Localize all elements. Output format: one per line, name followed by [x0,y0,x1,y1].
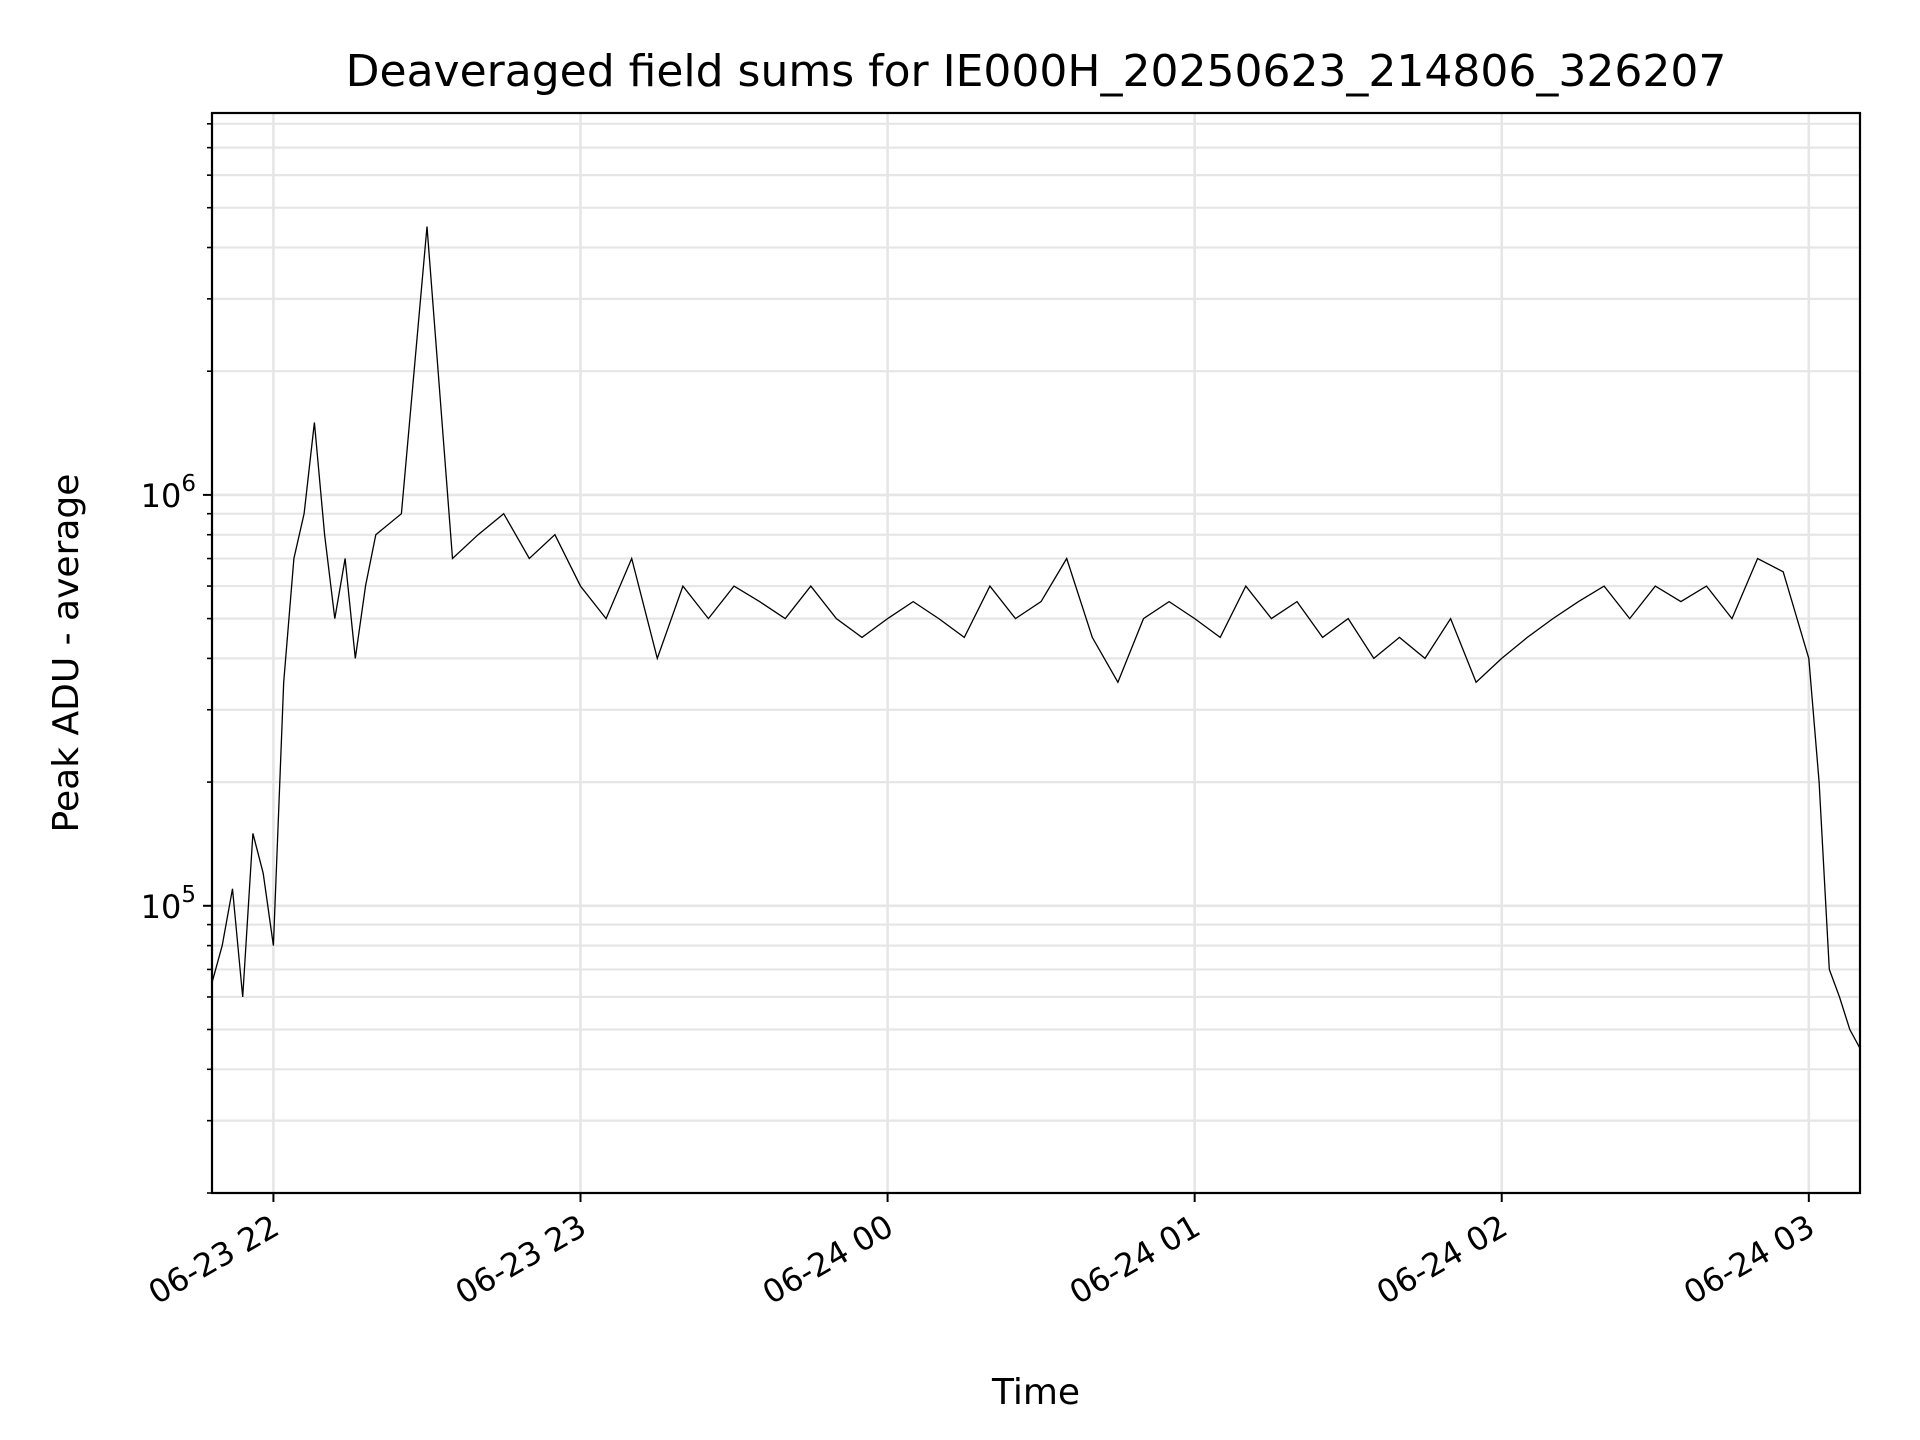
y-axis-label: Peak ADU - average [46,474,87,833]
grid [212,113,1860,1195]
y-tick-label: 105 [141,882,196,926]
chart-title: Deaveraged field sums for IE000H_2025062… [346,46,1727,97]
plot-frame [210,111,1862,1195]
x-axis-label: Time [991,1372,1080,1413]
series-line [211,226,1861,1049]
y-tick-label: 106 [141,471,196,515]
